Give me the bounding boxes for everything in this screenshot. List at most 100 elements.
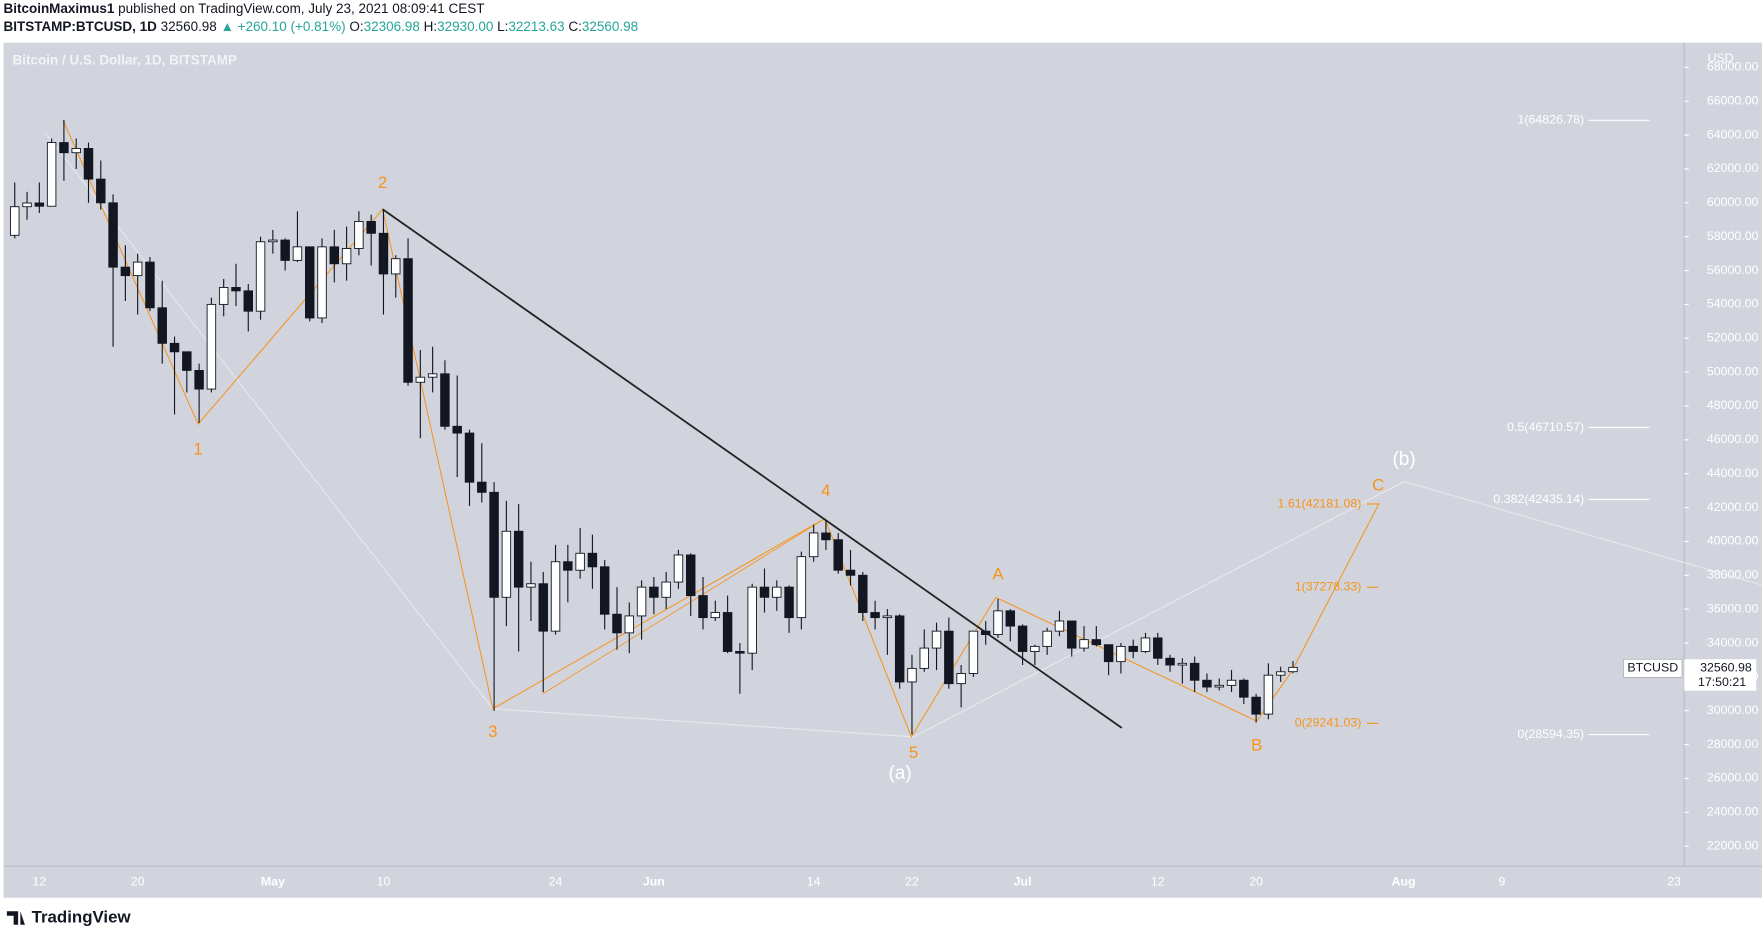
candle-body: [96, 178, 106, 204]
fib-label: 0(29241.03): [1295, 716, 1362, 730]
y-tick-label: 28000.00: [1707, 737, 1759, 751]
price-label: 32560.98: [1700, 661, 1752, 675]
candle-body: [329, 246, 340, 265]
y-tick-label: 40000.00: [1707, 534, 1759, 548]
symbol: BITSTAMP:BTCUSD, 1D: [4, 19, 158, 34]
candle-body: [1165, 657, 1175, 666]
y-tick-label: 68000.00: [1707, 60, 1759, 74]
candle-body: [673, 554, 684, 583]
x-tick-label: 20: [1249, 874, 1263, 888]
candle-body: [341, 248, 352, 265]
candle-body: [1239, 679, 1249, 698]
candle-body: [305, 246, 315, 319]
candle-body: [46, 142, 57, 207]
drawings: [44, 120, 1762, 739]
y-tick-label: 60000.00: [1707, 195, 1759, 209]
ohlc-value: 32213.63: [508, 19, 564, 34]
ohlc-label: C:: [568, 19, 582, 34]
y-tick-label: 64000.00: [1707, 127, 1759, 141]
orange-wave-line: [62, 120, 1380, 739]
ohlc-label: H:: [424, 19, 438, 34]
wave-label: 2: [378, 173, 387, 192]
candle-body: [1189, 662, 1200, 681]
candle-body: [513, 530, 524, 588]
logo: TradingView: [32, 907, 132, 926]
candle-body: [501, 530, 512, 598]
x-tick-label: 14: [807, 874, 821, 888]
candle-body: [182, 351, 192, 371]
candle-body: [956, 673, 966, 685]
y-tick-label: 46000.00: [1707, 432, 1759, 446]
candle-body: [796, 556, 807, 619]
x-tick-label: 22: [905, 874, 919, 888]
candle-body: [1140, 637, 1151, 652]
candle-body: [1017, 625, 1028, 652]
ohlc-value: 32306.98: [364, 19, 420, 34]
candle-body: [587, 552, 598, 568]
x-tick-label: 12: [32, 874, 46, 888]
candle-body: [563, 561, 573, 571]
x-tick-label: Aug: [1392, 874, 1416, 888]
candle-body: [1275, 671, 1286, 676]
candle-body: [870, 612, 880, 619]
x-tick-label: Jul: [1014, 874, 1032, 888]
y-tick-label: 56000.00: [1707, 263, 1759, 277]
candle-body: [157, 307, 167, 344]
wave-label: 1: [193, 439, 202, 458]
currency: USD: [1708, 51, 1734, 65]
candle-body: [120, 266, 131, 277]
candle-body: [268, 239, 278, 243]
change: ▲ +260.10 (+0.81%): [221, 19, 346, 34]
candle-body: [661, 581, 671, 598]
ohlc-value: 32930.00: [437, 19, 493, 34]
x-tick-label: May: [261, 874, 285, 888]
candle-body: [624, 615, 635, 634]
chart-pane: [3, 42, 1762, 898]
x-tick-label: 9: [1498, 874, 1505, 888]
candle-body: [821, 532, 831, 541]
candle-body: [1214, 684, 1224, 688]
candle-body: [194, 369, 204, 390]
candle-body: [243, 290, 253, 312]
candle-body: [255, 241, 266, 312]
candle-body: [968, 630, 979, 674]
x-tick-label: 12: [1151, 874, 1165, 888]
candle-body: [858, 574, 868, 613]
header-line: BitcoinMaximus1 published on TradingView…: [4, 1, 485, 16]
y-tick-label: 44000.00: [1707, 466, 1759, 480]
y-tick-label: 54000.00: [1707, 297, 1759, 311]
y-tick-label: 34000.00: [1707, 635, 1759, 649]
candle-body: [1251, 696, 1261, 715]
candle-body: [218, 287, 229, 305]
candle-body: [722, 612, 733, 652]
wave-label: B: [1251, 735, 1262, 754]
candle-body: [993, 610, 1003, 635]
price-box: [1684, 659, 1757, 691]
wave-label: 3: [488, 722, 497, 741]
candle-body: [1079, 639, 1089, 649]
candle-body: [980, 630, 991, 635]
candle-body: [526, 583, 536, 588]
candle-body: [1116, 645, 1126, 663]
candle-body: [1067, 620, 1077, 649]
candle-body: [59, 142, 69, 154]
candle-body: [366, 220, 376, 234]
symbol-label: BTCUSD: [1627, 661, 1678, 675]
y-tick-label: 24000.00: [1707, 805, 1759, 819]
candle-body: [391, 258, 401, 275]
candle-body: [747, 586, 757, 654]
candle-body: [599, 566, 610, 615]
candle-body: [83, 148, 94, 180]
candle-body: [575, 552, 585, 571]
y-tick-label: 36000.00: [1707, 601, 1759, 615]
chart-title: Bitcoin / U.S. Dollar, 1D, BITSTAMP: [13, 52, 238, 67]
candle-body: [1005, 610, 1016, 627]
y-tick-label: 48000.00: [1707, 398, 1759, 412]
candle-body: [108, 202, 118, 268]
candle-body: [378, 232, 389, 275]
ohlc-label: O:: [349, 19, 363, 34]
candle-body: [735, 651, 745, 654]
candle-body: [1128, 645, 1138, 652]
